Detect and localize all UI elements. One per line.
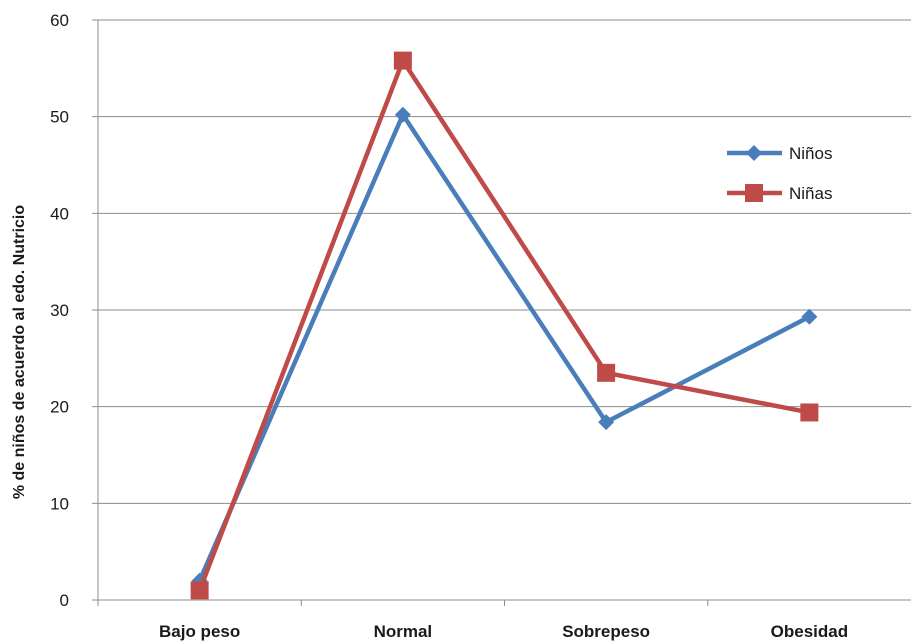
series-layer	[190, 51, 819, 600]
y-tick-label: 20	[50, 398, 69, 417]
data-point	[801, 308, 818, 325]
series-line	[197, 58, 810, 592]
y-tick-label: 50	[50, 108, 69, 127]
legend: Niños Niñas	[727, 144, 832, 203]
legend-marker	[746, 145, 762, 161]
data-point	[598, 414, 615, 431]
axis-layer: 0 10 20 30 40 50 60 Bajo peso Normal Sobrepeso Obe…	[50, 11, 911, 641]
legend-marker	[745, 184, 763, 202]
data-point	[393, 51, 412, 70]
series-2	[190, 51, 819, 600]
y-tick-label: 30	[50, 301, 69, 320]
series-1	[191, 106, 818, 589]
legend-label: Niñas	[789, 184, 832, 203]
y-axis-title: % de niños de acuerdo al edo. Nutricio	[11, 205, 28, 500]
x-tick-label: Obesidad	[771, 622, 848, 641]
x-tick-label: Normal	[374, 622, 433, 641]
legend-entry: Niños	[727, 144, 832, 163]
y-tick-label: 10	[50, 494, 69, 513]
x-tick-label: Sobrepeso	[562, 622, 650, 641]
grid-layer	[98, 19, 911, 504]
y-tick-label: 60	[50, 11, 69, 30]
data-point	[190, 581, 209, 600]
data-point	[800, 403, 819, 422]
data-point	[597, 363, 616, 382]
legend-entry: Niñas	[727, 184, 832, 203]
y-tick-label: 0	[60, 591, 69, 610]
y-tick-label: 40	[50, 204, 69, 223]
series-line	[197, 112, 811, 582]
data-point	[394, 106, 411, 123]
x-tick-label: Bajo peso	[159, 622, 240, 641]
legend-label: Niños	[789, 144, 832, 163]
